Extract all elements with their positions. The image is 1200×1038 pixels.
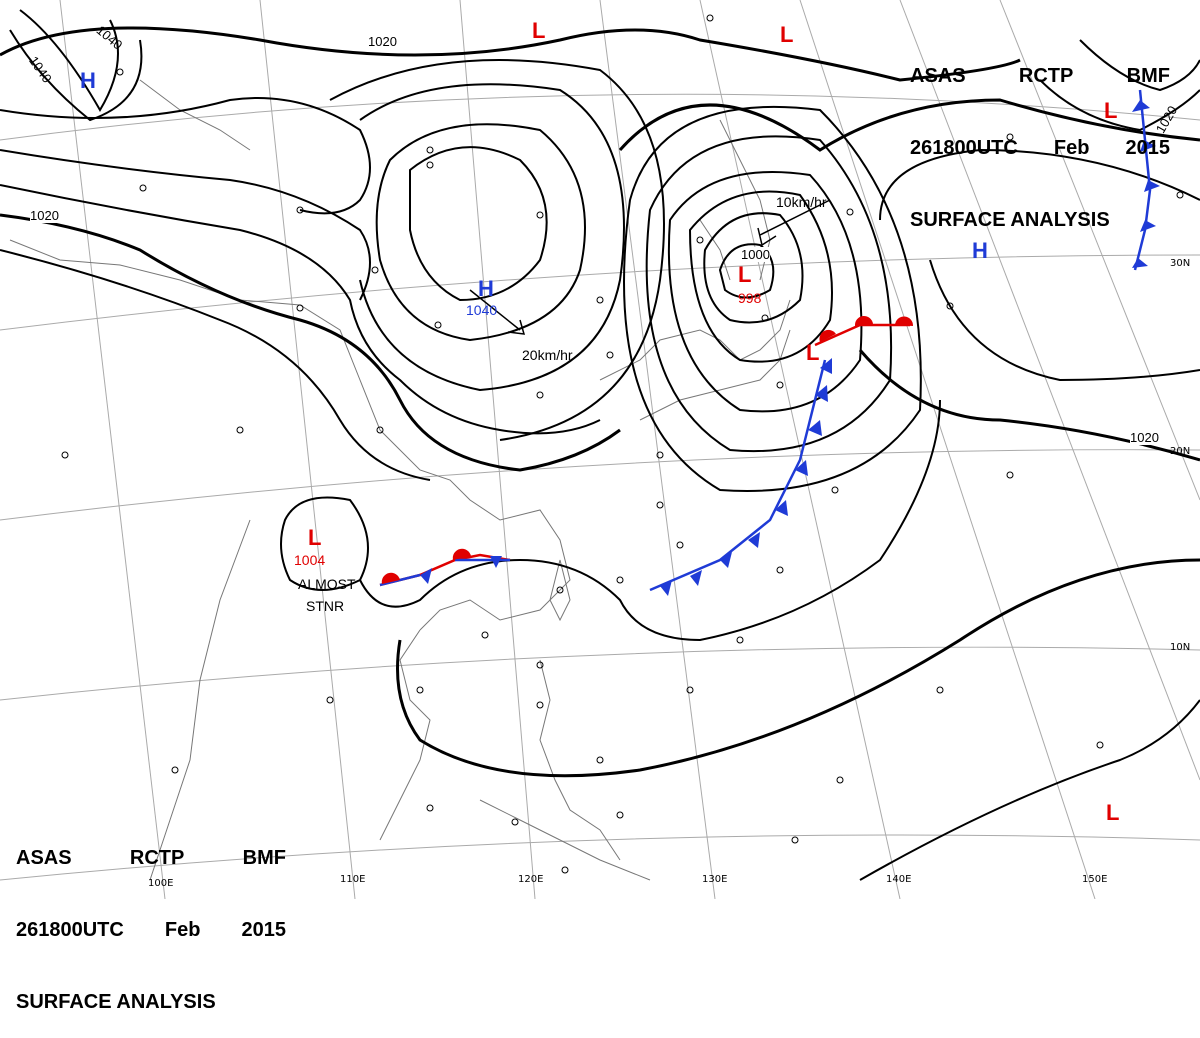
- title-agency: ASAS: [16, 847, 72, 869]
- longitude-label: 140E: [886, 874, 912, 885]
- title-month: Feb: [164, 919, 201, 941]
- isobar-label: 1020: [30, 208, 59, 223]
- high-center-east: H: [972, 238, 988, 263]
- low-center-far-northeast: L: [1104, 98, 1118, 123]
- title-datetime: 261800UTC: [16, 919, 124, 941]
- low-pressure-value-japan: 998: [738, 290, 762, 306]
- isobar-label: 1020: [1130, 430, 1159, 445]
- title-year: 2015: [1125, 137, 1171, 159]
- latitude-label: 10N: [1170, 642, 1191, 653]
- title-month: Feb: [1053, 137, 1090, 159]
- stationary-front: [379, 548, 511, 587]
- low-center-japan: L: [738, 262, 752, 287]
- motion-label-low: 10km/hr: [776, 194, 827, 210]
- title-station: RCTP: [129, 847, 185, 869]
- title-office: BMF: [1126, 65, 1170, 87]
- low-pressure-value-southchina: 1004: [294, 552, 326, 568]
- motion-label-high: 20km/hr: [522, 347, 573, 363]
- low-center-front: L: [806, 340, 820, 365]
- low-center-northeast: L: [780, 22, 794, 47]
- title-block-bottom: ASAS RCTP BMF 261800UTC Feb 2015 SURFACE ANA…: [16, 798, 286, 1038]
- title-product: SURFACE ANALYSIS: [16, 991, 216, 1013]
- low-center-southeast: L: [1106, 800, 1120, 825]
- high-center-central: H: [478, 276, 494, 301]
- low-center-north: L: [532, 18, 546, 43]
- title-block-top: ASAS RCTP BMF 261800UTC Feb 2015 SURFACE ANA…: [910, 16, 1170, 256]
- longitude-label: 100E: [148, 878, 174, 889]
- weather-map: [0, 0, 1200, 899]
- longitude-label: 110E: [340, 874, 366, 885]
- title-datetime: 261800UTC: [910, 137, 1018, 159]
- cold-front-main: [649, 358, 832, 596]
- stationary-label-2: STNR: [306, 598, 345, 614]
- isobar-label: 1020: [368, 34, 397, 49]
- graticule-meridians: [59, 0, 1200, 899]
- stationary-label-1: ALMOST: [298, 576, 356, 592]
- longitude-label: 120E: [518, 874, 544, 885]
- warm-front: [814, 315, 914, 347]
- isobar-label: 1000: [741, 247, 770, 262]
- coastlines: [9, 79, 791, 881]
- title-office: BMF: [242, 847, 286, 869]
- high-center-northwest: H: [80, 68, 96, 93]
- station-plots: [61, 14, 1184, 874]
- low-center-southchina: L: [308, 525, 322, 550]
- title-agency: ASAS: [910, 65, 966, 87]
- title-product: SURFACE ANALYSIS: [910, 209, 1110, 231]
- longitude-label: 150E: [1082, 874, 1108, 885]
- longitude-label: 130E: [702, 874, 728, 885]
- latitude-label: 30N: [1170, 258, 1191, 269]
- latitude-label: 20N: [1170, 446, 1191, 457]
- title-station: RCTP: [1018, 65, 1074, 87]
- high-pressure-value: 1040: [466, 302, 498, 318]
- motion-arrows: [469, 199, 831, 335]
- cold-front-east: [1132, 89, 1160, 271]
- title-year: 2015: [241, 919, 287, 941]
